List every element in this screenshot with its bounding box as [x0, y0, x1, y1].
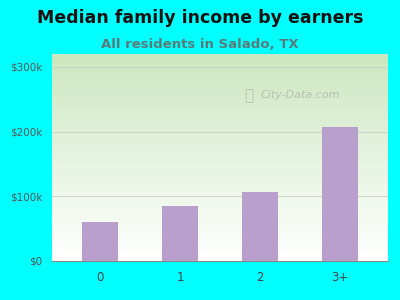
- Text: All residents in Salado, TX: All residents in Salado, TX: [101, 38, 299, 50]
- Bar: [162, 206, 198, 261]
- Text: City-Data.com: City-Data.com: [260, 90, 340, 100]
- Bar: [322, 127, 358, 261]
- Text: ⓘ: ⓘ: [244, 88, 254, 103]
- Bar: [242, 192, 278, 261]
- Text: Median family income by earners: Median family income by earners: [37, 9, 363, 27]
- Bar: [82, 222, 118, 261]
